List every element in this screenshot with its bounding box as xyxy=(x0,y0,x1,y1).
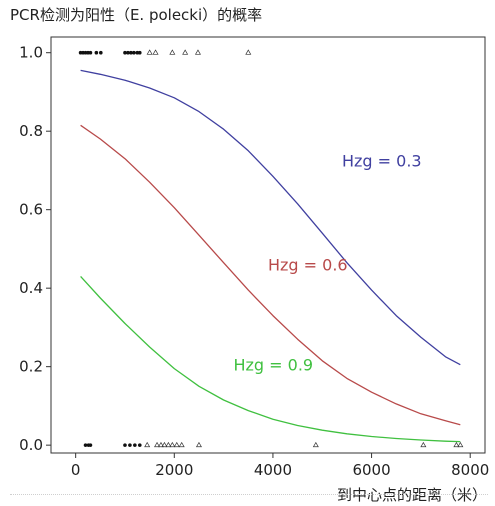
x-tick-label: 2000 xyxy=(155,461,193,479)
chart-title: PCR检测为阳性（E. polecki）的概率 xyxy=(10,6,263,24)
data-point xyxy=(83,50,88,55)
x-tick-label: 4000 xyxy=(254,461,292,479)
series-line-1 xyxy=(80,69,461,366)
data-point xyxy=(453,441,460,448)
data-point xyxy=(137,443,142,447)
data-point xyxy=(161,441,168,448)
data-point xyxy=(86,50,90,55)
data-point xyxy=(165,441,172,448)
data-point xyxy=(420,441,427,448)
data-point xyxy=(169,49,176,55)
data-point xyxy=(123,443,127,447)
data-point xyxy=(144,441,151,448)
data-point xyxy=(123,50,127,55)
data-point xyxy=(245,49,252,55)
series-label: Hzg = 0.9 xyxy=(233,356,313,375)
data-point xyxy=(126,50,130,55)
y-tick-label: 1.0 xyxy=(19,44,43,62)
data-point xyxy=(94,50,99,55)
x-tick-label: 0 xyxy=(71,461,81,479)
data-point xyxy=(88,443,93,447)
data-point xyxy=(132,50,136,55)
data-point xyxy=(78,50,83,55)
data-point xyxy=(312,441,319,448)
data-point xyxy=(182,49,189,55)
data-point xyxy=(195,441,202,448)
y-axis: 0.0 0.2 0.4 0.6 0.8 1.0 xyxy=(19,44,51,454)
observation-points xyxy=(78,49,464,448)
data-point xyxy=(88,50,93,55)
data-point xyxy=(133,443,137,447)
x-tick-label: 6000 xyxy=(352,461,390,479)
y-tick-label: 0.6 xyxy=(19,201,43,219)
data-point xyxy=(146,49,153,55)
data-point xyxy=(152,49,159,55)
y-tick-label: 0.2 xyxy=(19,358,43,376)
data-point xyxy=(178,441,185,448)
data-point xyxy=(154,441,161,448)
data-point xyxy=(99,50,103,55)
x-axis: 0 2000 4000 6000 8000 xyxy=(71,453,489,479)
data-point xyxy=(135,50,140,55)
data-point xyxy=(169,441,176,448)
data-point xyxy=(137,50,142,55)
divider xyxy=(10,494,488,495)
series-line-2 xyxy=(80,124,461,426)
data-point xyxy=(457,441,464,448)
plot-frame xyxy=(50,36,486,454)
y-tick-label: 0.8 xyxy=(19,122,43,140)
data-point xyxy=(83,443,88,447)
series-label: Hzg = 0.6 xyxy=(268,256,348,275)
series-line-3 xyxy=(80,275,461,443)
data-point xyxy=(129,50,133,55)
data-point xyxy=(128,443,132,447)
curves xyxy=(80,69,461,443)
y-tick-label: 0.0 xyxy=(19,436,43,454)
series-label: Hzg = 0.3 xyxy=(342,152,422,171)
data-point xyxy=(194,49,201,55)
data-point xyxy=(81,50,85,55)
data-point xyxy=(157,441,164,448)
x-tick-label: 8000 xyxy=(451,461,489,479)
x-axis-label: 到中心点的距离（米） xyxy=(336,486,487,504)
curve-labels: Hzg = 0.3 Hzg = 0.6 Hzg = 0.9 xyxy=(233,152,421,375)
y-tick-label: 0.4 xyxy=(19,279,43,297)
data-point xyxy=(173,441,180,448)
